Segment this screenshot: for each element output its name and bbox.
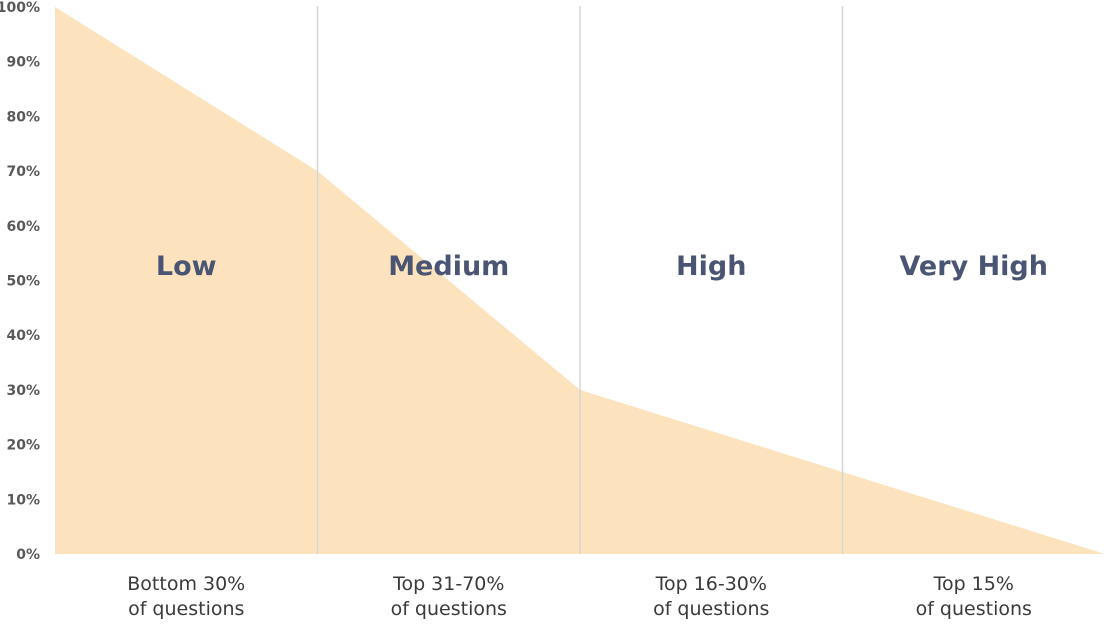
y-tick-label: 40% xyxy=(6,328,40,344)
x-category-label: of questions xyxy=(916,598,1032,620)
x-category-label: of questions xyxy=(391,598,507,620)
y-tick-label: 0% xyxy=(16,547,40,563)
band-label: Very High xyxy=(900,251,1048,282)
x-category-label: Top 15% xyxy=(933,573,1014,595)
y-tick-label: 80% xyxy=(6,109,40,125)
y-tick-label: 90% xyxy=(6,55,40,71)
band-label: Low xyxy=(156,251,217,282)
y-tick-label: 20% xyxy=(6,438,40,454)
y-tick-label: 70% xyxy=(6,164,40,180)
band-label: Medium xyxy=(388,251,509,282)
y-tick-label: 10% xyxy=(6,492,40,508)
x-category-label: of questions xyxy=(653,598,769,620)
band-label: High xyxy=(676,251,746,282)
y-axis-ticks: 0% 10% 20% 30% 40% 50% 60% 70% 80% 90% 100% xyxy=(0,0,40,563)
divider-layer xyxy=(316,6,844,554)
x-category-label: Bottom 30% xyxy=(127,573,245,595)
y-tick-label: 60% xyxy=(6,219,40,235)
y-tick-label: 30% xyxy=(6,383,40,399)
x-category-label: of questions xyxy=(128,598,244,620)
x-axis-categories: Bottom 30% of questions Top 31-70% of quest… xyxy=(127,573,1032,620)
band-labels: Low Medium High Very High xyxy=(156,251,1048,282)
y-tick-label: 50% xyxy=(6,274,40,290)
x-category-label: Top 16-30% xyxy=(655,573,767,595)
x-category-label: Top 31-70% xyxy=(392,573,504,595)
y-tick-label: 100% xyxy=(0,0,40,16)
